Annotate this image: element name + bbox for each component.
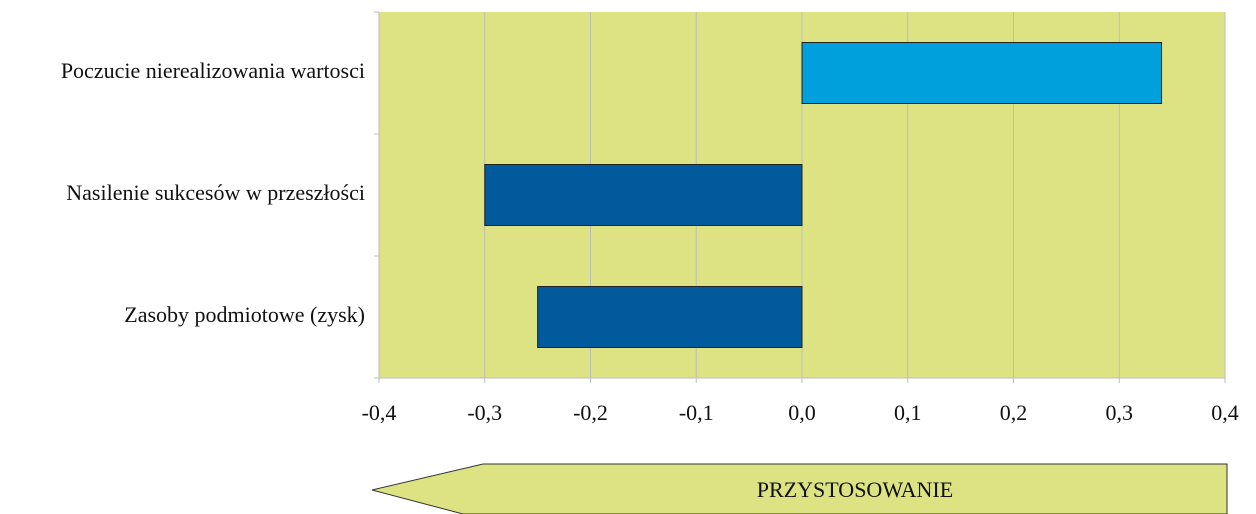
bar bbox=[537, 286, 803, 348]
x-tick-label: -0,4 bbox=[362, 400, 397, 425]
arrow-label: PRZYSTOSOWANIE bbox=[757, 477, 953, 502]
x-tick-label: 0,3 bbox=[1106, 400, 1134, 425]
x-tick-label: -0,1 bbox=[679, 400, 714, 425]
x-tick-label: -0,2 bbox=[573, 400, 608, 425]
y-tick-label: Zasoby podmiotowe (zysk) bbox=[124, 302, 365, 327]
bar bbox=[801, 42, 1163, 104]
x-tick-label: 0,1 bbox=[894, 400, 922, 425]
y-tick-label: Nasilenie sukcesów w przeszłości bbox=[66, 180, 365, 205]
y-tick-label: Poczucie nierealizowania wartosci bbox=[61, 58, 365, 83]
direction-arrow bbox=[371, 463, 1228, 514]
x-tick-label: 0,0 bbox=[788, 400, 816, 425]
bar bbox=[484, 164, 803, 226]
x-tick-label: -0,3 bbox=[467, 400, 502, 425]
x-tick-label: 0,4 bbox=[1211, 400, 1239, 425]
x-tick-label: 0,2 bbox=[1000, 400, 1028, 425]
